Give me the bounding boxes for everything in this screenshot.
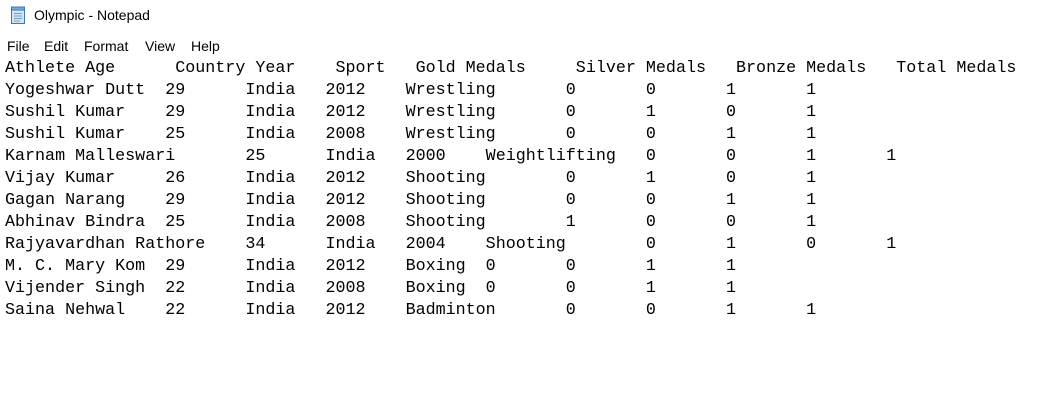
menu-view[interactable]: View bbox=[145, 38, 176, 54]
menu-format[interactable]: Format bbox=[84, 38, 129, 54]
text-line: Sushil Kumar 25 India 2008 Wrestling 0 0… bbox=[5, 125, 817, 144]
text-line: Saina Nehwal 22 India 2012 Badminton 0 0… bbox=[5, 301, 817, 320]
window-title: Olympic - Notepad bbox=[34, 7, 150, 23]
title-bar[interactable]: Olympic - Notepad bbox=[0, 0, 1062, 32]
text-line: Rajyavardhan Rathore 34 India 2004 Shoot… bbox=[5, 235, 897, 254]
text-line: Sushil Kumar 29 India 2012 Wrestling 0 1… bbox=[5, 103, 817, 122]
menu-help[interactable]: Help bbox=[191, 38, 220, 54]
text-line: Karnam Malleswari 25 India 2000 Weightli… bbox=[5, 147, 897, 166]
text-line: Abhinav Bindra 25 India 2008 Shooting 1 … bbox=[5, 213, 817, 232]
text-line-header: Athlete Age Country Year Sport Gold Meda… bbox=[5, 59, 1017, 78]
menu-bar: File Edit Format View Help bbox=[0, 35, 1062, 57]
menu-edit[interactable]: Edit bbox=[44, 38, 69, 54]
text-line: Gagan Narang 29 India 2012 Shooting 0 0 … bbox=[5, 191, 817, 210]
text-line: Yogeshwar Dutt 29 India 2012 Wrestling 0… bbox=[5, 81, 817, 100]
notepad-icon bbox=[10, 6, 26, 24]
menu-file[interactable]: File bbox=[7, 38, 30, 54]
text-line: M. C. Mary Kom 29 India 2012 Boxing 0 0 … bbox=[5, 257, 737, 276]
text-line: Vijender Singh 22 India 2008 Boxing 0 0 … bbox=[5, 279, 737, 298]
text-editor[interactable]: Athlete Age Country Year Sport Gold Meda… bbox=[0, 57, 1062, 407]
text-line: Vijay Kumar 26 India 2012 Shooting 0 1 0… bbox=[5, 169, 817, 188]
